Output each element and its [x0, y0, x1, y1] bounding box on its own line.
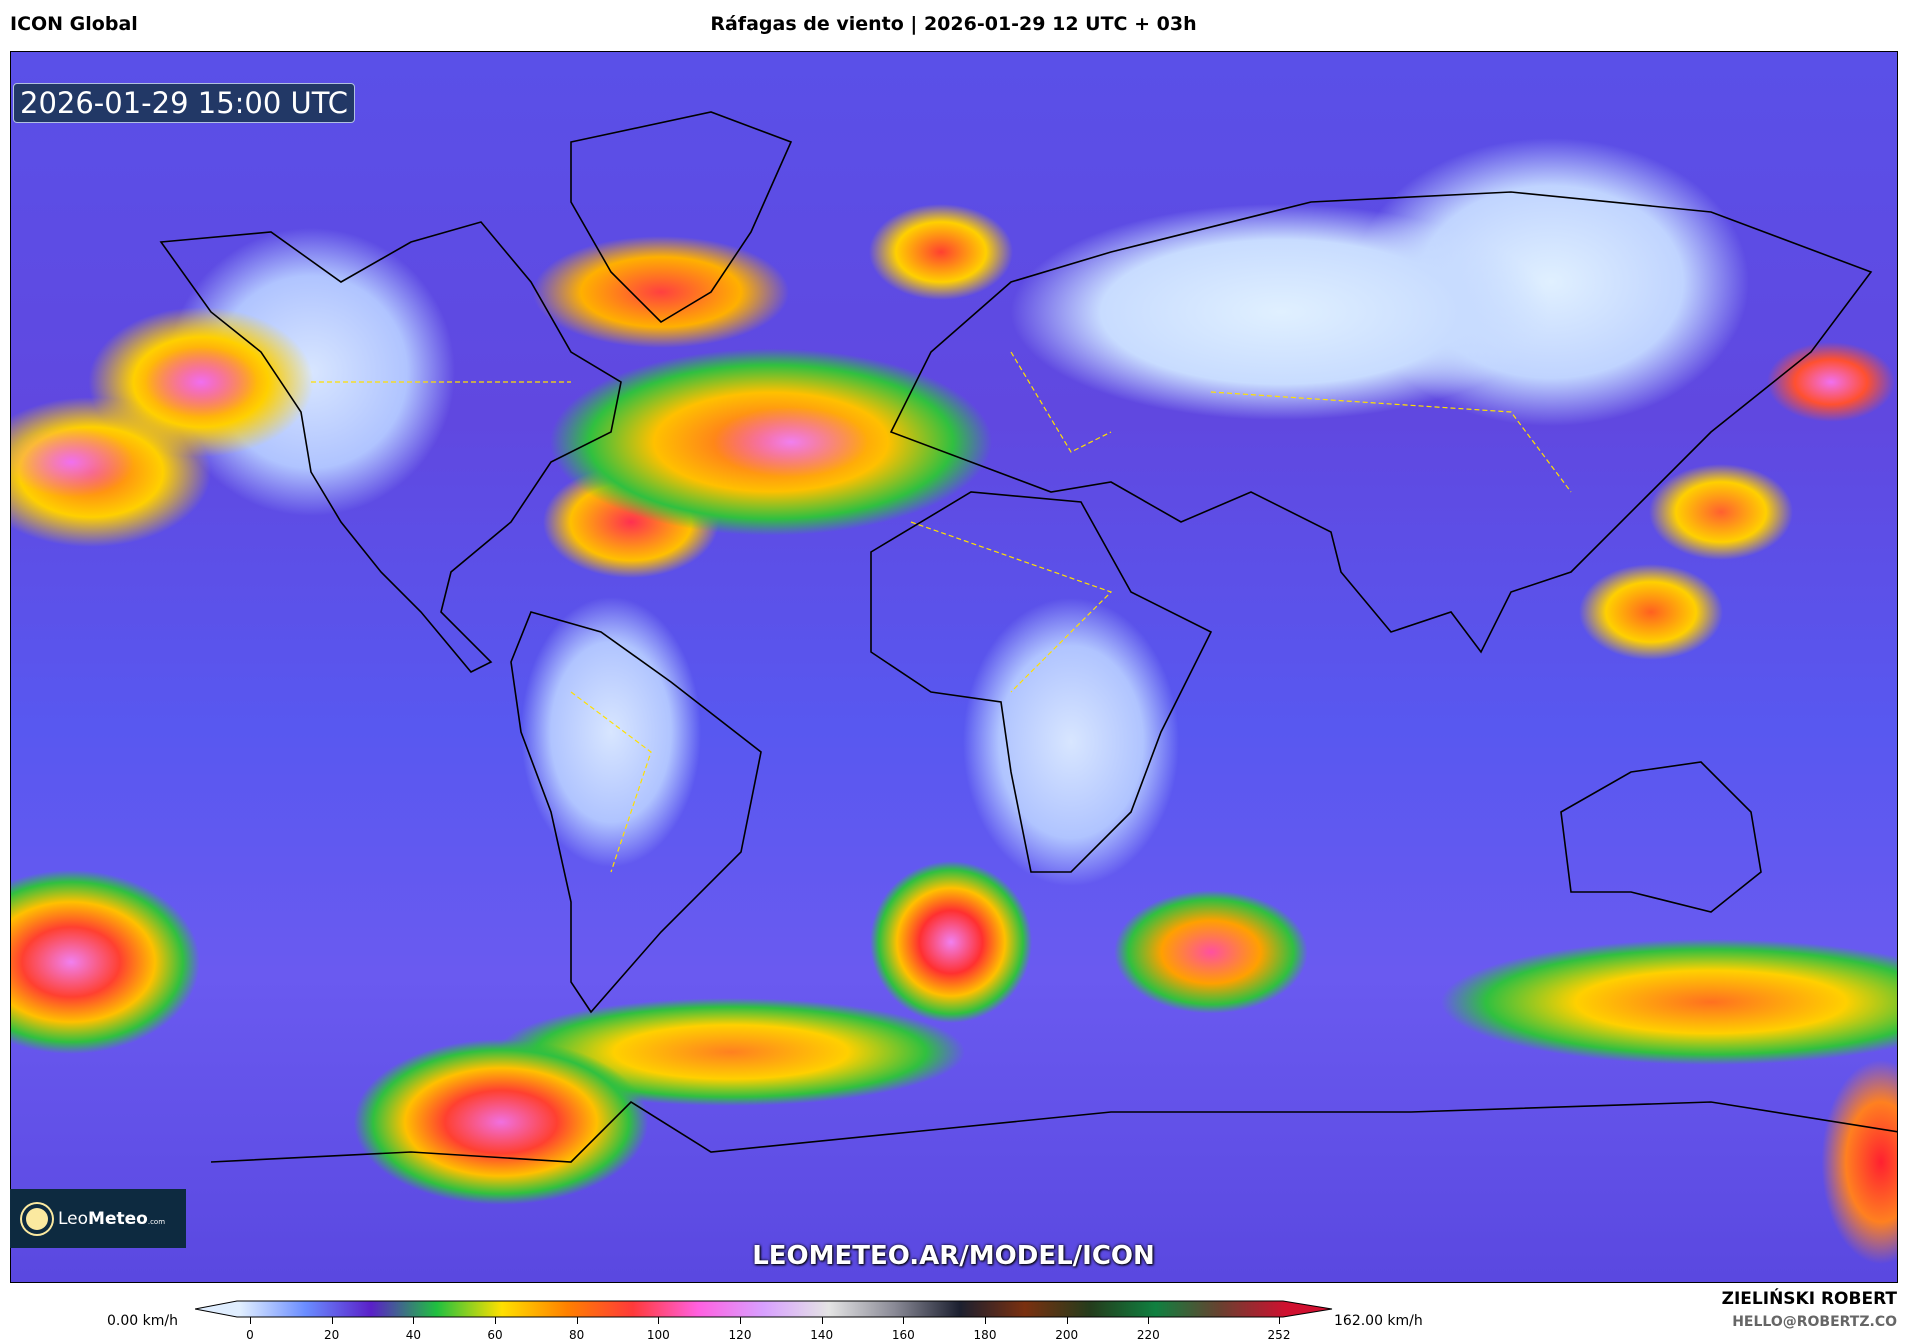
- wind-gust-map[interactable]: 2026-01-29 15:00 UTC: [10, 51, 1898, 1283]
- colorbar-tick-label: 80: [569, 1328, 585, 1342]
- africa-outline: [870, 491, 1213, 873]
- colorbar-tick-label: 220: [1136, 1328, 1160, 1342]
- colorbar-tick-mark: [903, 1317, 905, 1324]
- logo-text: LeoMeteo.com: [58, 1208, 166, 1229]
- colorbar-tick-mark: [740, 1317, 741, 1324]
- colorbar-tick-mark: [1279, 1317, 1280, 1324]
- colorbar-tick-mark: [1066, 1317, 1068, 1324]
- colorbar-max-label: 162.00 km/h: [1334, 1313, 1423, 1329]
- colorbar-tick-label: 100: [646, 1328, 670, 1342]
- author-name: ZIELIŃSKI ROBERT: [1721, 1289, 1897, 1309]
- colorbar-tick-mark: [413, 1317, 415, 1324]
- eurasia-outline: [889, 191, 1873, 654]
- colorbar-tick-label: 160: [891, 1328, 915, 1342]
- south-america-outline: [510, 611, 762, 1014]
- colorbar-tick-mark: [331, 1317, 333, 1324]
- antarctica-outline: [210, 1100, 1897, 1163]
- colorbar-tick-label: 20: [324, 1328, 340, 1342]
- colorbar-body: [195, 1300, 1333, 1318]
- author-email: HELLO@ROBERTZ.CO: [1732, 1314, 1897, 1330]
- colorbar-tick-mark: [985, 1317, 986, 1324]
- valid-time-label: 2026-01-29 15:00 UTC: [13, 83, 356, 123]
- australia-outline: [1560, 761, 1762, 913]
- sun-icon: [26, 1207, 48, 1230]
- colorbar-tick-label: 0: [246, 1328, 254, 1342]
- colorbar-tick-mark: [576, 1317, 578, 1324]
- colorbar-tick-label: 180: [973, 1328, 997, 1342]
- colorbar-tick-mark: [1148, 1317, 1150, 1324]
- north-america-outline: [159, 221, 622, 673]
- country-borders: [311, 351, 1572, 873]
- colorbar-min-label: 0.00 km/h: [107, 1313, 178, 1329]
- colorbar-tick-mark: [495, 1317, 496, 1324]
- colorbar-tick-label: 40: [405, 1328, 421, 1342]
- colorbar-tick-label: 60: [487, 1328, 503, 1342]
- colorbar-tick-label: 120: [728, 1328, 752, 1342]
- colorbar-tick-label: 200: [1055, 1328, 1079, 1342]
- colorbar: [195, 1300, 1333, 1318]
- coastlines: [159, 111, 1897, 1163]
- chart-title: Ráfagas de viento | 2026-01-29 12 UTC + …: [710, 13, 1197, 35]
- colorbar-tick-label: 140: [810, 1328, 834, 1342]
- model-name: ICON Global: [10, 13, 138, 35]
- colorbar-tick-mark: [250, 1317, 251, 1324]
- greenland-outline: [570, 111, 793, 324]
- colorbar-tick-label: 252: [1267, 1328, 1291, 1342]
- watermark-url: LEOMETEO.AR/MODEL/ICON: [752, 1241, 1155, 1271]
- leometeo-logo[interactable]: LeoMeteo.com: [10, 1189, 186, 1248]
- colorbar-tick-mark: [821, 1317, 823, 1324]
- colorbar-tick-mark: [658, 1317, 660, 1324]
